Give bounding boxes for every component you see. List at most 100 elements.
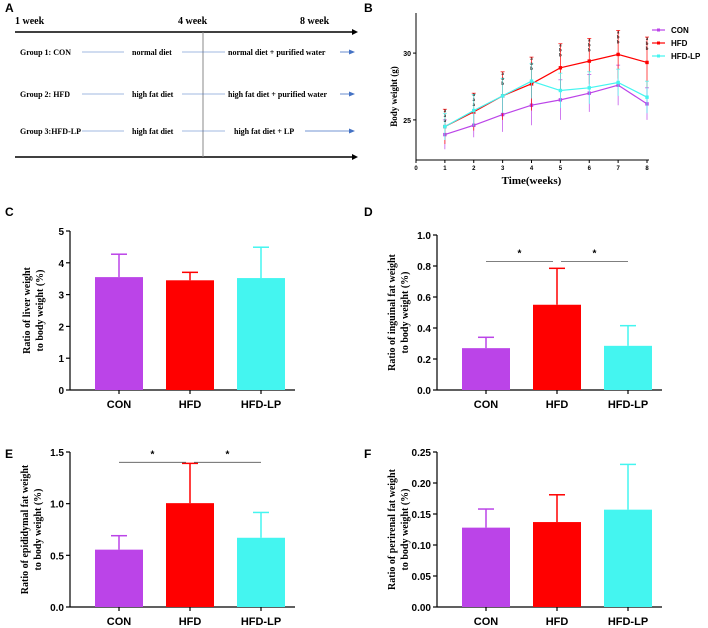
significance-letter: a: [646, 37, 649, 42]
y-tick-label: 5: [58, 227, 64, 238]
y-axis-title: Ratio of perirenal fat weight: [387, 468, 398, 590]
significance-letter: a: [617, 30, 620, 35]
y-tick-label: 1.0: [417, 231, 431, 242]
y-tick-label: 0.2: [417, 355, 431, 366]
x-tick-label: CON: [107, 399, 132, 411]
legend-marker: [657, 41, 660, 45]
bar-hfd-lp: [604, 345, 652, 390]
significance-letter: b: [617, 35, 620, 40]
x-tick-label: CON: [474, 616, 499, 628]
y-tick-label: 3: [58, 291, 64, 302]
bar-hfd-lp: [237, 278, 285, 390]
y-tick-label: 0.15: [412, 510, 432, 521]
y-tick-label: 0.6: [417, 293, 431, 304]
y-tick-label: 0.10: [412, 541, 432, 552]
significance-letter: b: [559, 54, 562, 59]
y-tick-label: 0.05: [412, 572, 432, 583]
panel-b-line-chart: B 25 30 0 1 2 3 4 5 6 7 8 Time(weeks) Body weight (g)…: [364, 1, 701, 187]
significance-letter: b: [588, 48, 591, 53]
group-name: Group 2: HFD: [20, 90, 70, 99]
arrow-head-icon: [352, 154, 358, 160]
series-line-hfd: [444, 53, 648, 128]
panel-c-bar-chart: C 0 1 2 3 4 5 Ratio of liver weight to body weig…: [5, 205, 295, 411]
x-tick-label: CON: [474, 399, 499, 411]
significance-letter: a: [501, 72, 504, 77]
legend-marker: [657, 54, 660, 58]
bar-con: [95, 549, 143, 607]
phase2-diet: high fat diet + LP: [234, 127, 294, 136]
significance-letter: a: [588, 38, 591, 43]
bar-hfd: [533, 304, 581, 390]
significance-letter: a: [530, 57, 533, 62]
x-tick-label: 5: [559, 166, 563, 172]
bar-con: [95, 277, 143, 390]
data-point: [558, 66, 563, 70]
significance-letter: a: [473, 98, 476, 103]
significance-letter: b: [588, 43, 591, 48]
y-axis-title: to body weight (%): [33, 489, 44, 571]
legend-label: HFD-LP: [671, 52, 701, 61]
significance-letter: a: [444, 114, 447, 119]
significance-letter: a: [444, 109, 447, 114]
group-name: Group 3:HFD-LP: [20, 127, 81, 136]
arrow-head-icon: [349, 128, 355, 134]
x-tick-label: 3: [501, 166, 505, 172]
x-tick-label: 7: [616, 166, 620, 172]
data-point: [587, 59, 591, 63]
significance-letter: b: [646, 42, 649, 47]
phase1-diet: high fat diet: [132, 127, 174, 136]
panel-letter-b: B: [364, 1, 373, 15]
bar-hfd-lp: [604, 509, 652, 607]
y-tick-label: 0.25: [412, 448, 432, 459]
y-tick-label: 0.8: [417, 262, 431, 273]
phase2-diet: high fat diet + purified water: [228, 90, 327, 99]
significance-letter: b: [646, 47, 649, 52]
y-axis-title: to body weight (%): [35, 270, 46, 352]
y-axis-title: Ratio of inguinal fat weight: [387, 253, 398, 370]
y-tick-label: 25: [403, 118, 411, 125]
x-tick-label: 2: [472, 166, 476, 172]
data-point: [443, 124, 447, 129]
legend-label: CON: [671, 26, 689, 35]
significance-marker: *: [518, 248, 522, 259]
y-tick-label: 0.20: [412, 479, 432, 490]
panel-letter-e: E: [5, 447, 13, 461]
significance-letter: a: [473, 103, 476, 108]
y-tick-label: 1.0: [50, 500, 64, 511]
panel-letter-d: D: [364, 205, 373, 219]
phase1-diet: normal diet: [132, 48, 172, 57]
y-tick-label: 0.4: [417, 324, 431, 335]
significance-letter: a: [530, 62, 533, 67]
panel-a: A1 week 4 week 8 week Group 1: CON normal di…: [5, 1, 358, 160]
x-tick-label: HFD-LP: [608, 616, 648, 628]
y-tick-label: 1: [58, 354, 64, 365]
significance-letter: a: [473, 93, 476, 98]
significance-marker: *: [593, 248, 597, 259]
x-tick-label: 8: [645, 166, 649, 172]
week-label: 4 week: [178, 16, 208, 27]
panel-f-bar-chart: F 0.00 0.05 0.10 0.15 0.20 0.25 Ratio of perire…: [364, 447, 662, 628]
y-axis-title: Body weight (g): [389, 66, 399, 127]
x-tick-label: HFD-LP: [241, 616, 281, 628]
significance-letter: b: [559, 49, 562, 54]
y-tick-label: 0.5: [50, 551, 64, 562]
data-point: [558, 88, 563, 93]
significance-marker: *: [226, 449, 230, 460]
y-axis-title: to body weight (%): [400, 489, 411, 571]
panel-letter-a: A: [5, 1, 14, 15]
data-point: [587, 86, 591, 90]
y-tick-label: 0: [58, 386, 64, 397]
group-name: Group 1: CON: [20, 48, 71, 57]
series-line-hfd-lp: [444, 80, 648, 128]
arrow-head-icon: [349, 49, 355, 55]
significance-marker: *: [151, 449, 155, 460]
x-tick-label: 0: [414, 166, 418, 172]
bar-hfd: [166, 280, 214, 390]
x-axis-title: Time(weeks): [502, 175, 562, 187]
x-tick-label: HFD: [546, 399, 569, 411]
legend-marker: [657, 28, 660, 32]
data-point: [616, 80, 620, 85]
y-tick-label: 0.0: [417, 386, 431, 397]
x-tick-label: 6: [588, 166, 592, 172]
